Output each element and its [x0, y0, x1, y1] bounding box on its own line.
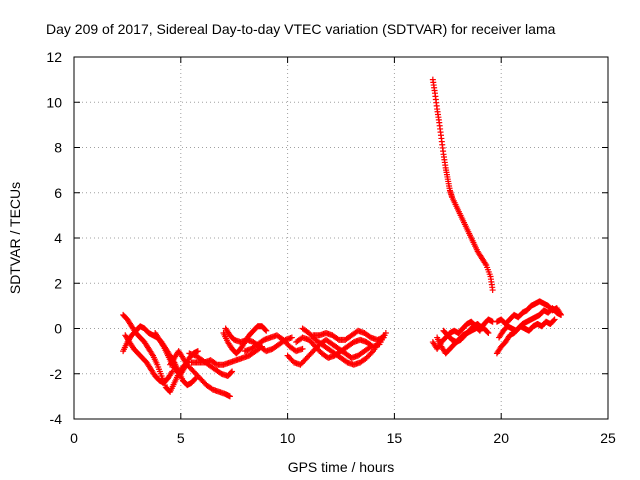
data-point	[159, 342, 166, 349]
y-tick-label: 2	[54, 275, 62, 291]
data-points	[120, 76, 565, 400]
y-tick-label: -4	[50, 411, 63, 427]
data-point	[288, 334, 295, 341]
x-tick-label: 5	[177, 430, 185, 446]
data-point	[489, 287, 496, 294]
data-point	[194, 348, 201, 355]
data-point	[558, 311, 565, 318]
plot-frame	[73, 56, 609, 420]
data-point	[229, 368, 236, 375]
x-tick-label: 20	[493, 430, 509, 446]
data-point	[557, 310, 564, 317]
tick-labels: 0 5 10 15 20 25 -4 -2 0 2 4 6 8 10 12	[46, 49, 616, 446]
data-point	[299, 345, 306, 352]
data-point	[149, 351, 156, 358]
data-point	[478, 325, 485, 332]
grid	[74, 57, 608, 419]
y-tick-label: 6	[54, 185, 62, 201]
chart-title: Day 209 of 2017, Sidereal Day-to-day VTE…	[46, 21, 556, 37]
data-point	[550, 317, 557, 324]
data-point	[551, 316, 558, 323]
data-point	[228, 369, 235, 376]
data-point	[485, 330, 492, 337]
x-tick-label: 10	[280, 430, 296, 446]
data-point	[226, 393, 233, 400]
data-point	[484, 329, 491, 336]
y-tick-label: 0	[54, 321, 62, 337]
data-point	[263, 327, 270, 334]
y-tick-label: 4	[54, 230, 62, 246]
x-tick-label: 15	[387, 430, 403, 446]
data-point	[368, 349, 375, 356]
x-tick-label: 0	[70, 430, 78, 446]
y-axis-label: SDTVAR / TECUs	[7, 182, 23, 294]
data-point	[478, 324, 485, 331]
y-tick-label: -2	[50, 366, 63, 382]
data-point	[191, 376, 198, 383]
x-axis-label: GPS time / hours	[288, 459, 395, 475]
data-point	[262, 326, 269, 333]
y-tick-label: 12	[46, 49, 62, 65]
y-tick-label: 8	[54, 140, 62, 156]
data-point	[181, 365, 188, 372]
data-point	[380, 334, 387, 341]
data-point	[482, 260, 489, 267]
data-point	[168, 369, 175, 376]
y-tick-label: 10	[46, 94, 62, 110]
x-tick-label: 25	[600, 430, 616, 446]
